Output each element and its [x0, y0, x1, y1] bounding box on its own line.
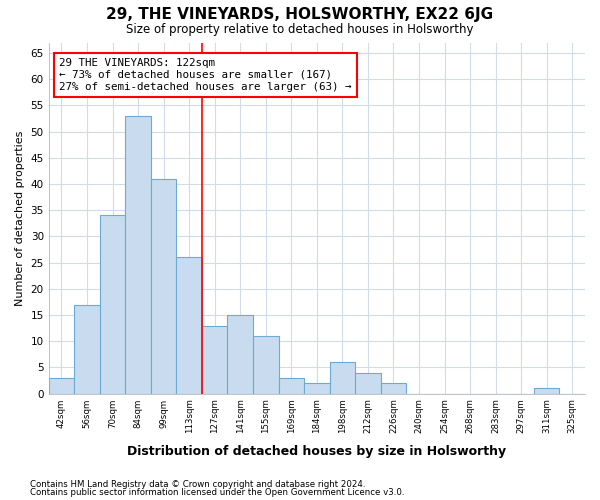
X-axis label: Distribution of detached houses by size in Holsworthy: Distribution of detached houses by size …	[127, 444, 506, 458]
Bar	[227, 315, 253, 394]
Y-axis label: Number of detached properties: Number of detached properties	[15, 130, 25, 306]
Bar	[329, 362, 355, 394]
Bar	[151, 179, 176, 394]
Bar	[176, 258, 202, 394]
Bar	[380, 383, 406, 394]
Bar	[253, 336, 278, 394]
Bar	[100, 216, 125, 394]
Bar	[304, 383, 329, 394]
Bar	[534, 388, 559, 394]
Text: Contains HM Land Registry data © Crown copyright and database right 2024.: Contains HM Land Registry data © Crown c…	[30, 480, 365, 489]
Bar	[355, 372, 380, 394]
Bar	[202, 326, 227, 394]
Bar	[49, 378, 74, 394]
Text: 29, THE VINEYARDS, HOLSWORTHY, EX22 6JG: 29, THE VINEYARDS, HOLSWORTHY, EX22 6JG	[106, 8, 494, 22]
Bar	[74, 304, 100, 394]
Text: Size of property relative to detached houses in Holsworthy: Size of property relative to detached ho…	[126, 22, 474, 36]
Bar	[278, 378, 304, 394]
Bar	[125, 116, 151, 394]
Text: 29 THE VINEYARDS: 122sqm
← 73% of detached houses are smaller (167)
27% of semi-: 29 THE VINEYARDS: 122sqm ← 73% of detach…	[59, 58, 352, 92]
Text: Contains public sector information licensed under the Open Government Licence v3: Contains public sector information licen…	[30, 488, 404, 497]
